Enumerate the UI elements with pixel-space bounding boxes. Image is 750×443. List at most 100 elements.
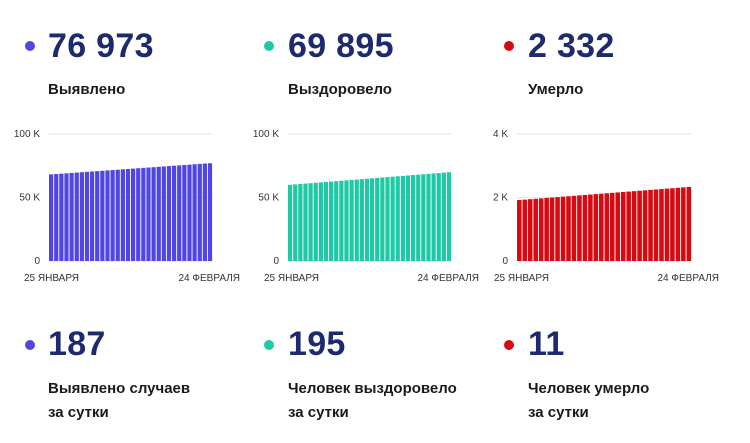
deaths-bar	[599, 193, 604, 261]
deaths-bar	[659, 189, 664, 261]
deaths-bar	[653, 189, 659, 261]
deaths-bar	[642, 190, 648, 261]
confirmed-bar	[197, 163, 202, 261]
confirmed-y-tick-label: 100 K	[14, 129, 40, 140]
deaths-bar	[675, 187, 681, 261]
deaths-bar	[527, 199, 533, 261]
recovered-bar	[339, 180, 344, 261]
deaths-bar	[686, 186, 692, 261]
deaths-bar	[615, 192, 621, 261]
confirmed-bar	[79, 172, 84, 261]
deaths-bar	[577, 195, 582, 261]
recovered-total: 69 895	[288, 27, 394, 65]
confirmed-bar	[141, 167, 146, 261]
confirmed-bar	[125, 168, 131, 261]
confirmed-bar	[146, 167, 151, 261]
recovered-bar	[390, 176, 395, 261]
confirmed-bar	[182, 165, 187, 261]
deaths-bar	[626, 191, 631, 261]
recovered-bar	[288, 184, 293, 261]
confirmed-bar	[187, 164, 192, 261]
deaths-daily-label-line1: Человек умерло	[528, 380, 650, 397]
deaths-bar	[637, 190, 642, 261]
recovered-y-tick-label: 0	[273, 256, 279, 267]
confirmed-bar	[177, 165, 182, 261]
deaths-bar	[555, 197, 560, 261]
confirmed-bar	[69, 172, 74, 261]
confirmed-bar	[115, 169, 120, 261]
deaths-daily-dot	[504, 340, 514, 350]
deaths-bar	[571, 195, 577, 261]
confirmed-daily-value: 187	[48, 325, 106, 363]
recovered-daily-value: 195	[288, 325, 346, 363]
confirmed-bar	[166, 166, 172, 261]
recovered-daily-label-line2: за сутки	[288, 404, 349, 421]
recovered-bar	[359, 179, 364, 261]
confirmed-total: 76 973	[48, 27, 154, 65]
deaths-y-tick-label: 2 K	[493, 193, 508, 204]
recovered-bar	[416, 174, 421, 261]
confirmed-bar	[192, 164, 197, 261]
recovered-x-end-label: 24 ФЕВРАЛЯ	[417, 273, 479, 284]
recovered-bar	[334, 181, 339, 261]
deaths-dot	[504, 41, 514, 51]
recovered-daily-label-line1: Человек выздоровело	[288, 380, 457, 397]
recovered-bar	[364, 178, 370, 261]
recovered-dot	[264, 41, 274, 51]
confirmed-daily-dot	[25, 340, 35, 350]
confirmed-bar	[105, 170, 110, 261]
recovered-bar	[431, 173, 436, 261]
confirmed-bar	[100, 170, 105, 261]
deaths-bar	[517, 200, 522, 261]
confirmed-daily-label-line2: за сутки	[48, 404, 109, 421]
deaths-y-tick-label: 4 K	[493, 129, 508, 140]
deaths-bar	[604, 193, 610, 261]
deaths-bar	[588, 194, 593, 261]
confirmed-bar	[120, 169, 125, 261]
deaths-bar	[560, 196, 566, 261]
confirmed-bar	[151, 167, 156, 261]
recovered-bar	[400, 175, 405, 261]
confirmed-bar	[74, 172, 79, 261]
confirmed-bar	[49, 174, 54, 261]
confirmed-dot	[25, 41, 35, 51]
confirmed-x-start-label: 25 ЯНВАРЯ	[24, 273, 79, 284]
recovered-bar	[385, 177, 390, 261]
recovered-bar	[380, 177, 385, 261]
recovered-chart: 0 50 K 100 K 25 ЯНВАРЯ 24 ФЕВРАЛЯ	[253, 129, 479, 284]
confirmed-bar	[54, 174, 59, 261]
deaths-bar	[631, 191, 637, 261]
recovered-bar	[354, 179, 359, 261]
deaths-bar	[670, 188, 675, 261]
deaths-bar	[538, 198, 544, 261]
confirmed-y-tick-label: 0	[34, 256, 40, 267]
confirmed-bar	[136, 168, 141, 261]
confirmed-bar	[207, 163, 213, 261]
recovered-bar	[405, 175, 411, 261]
recovered-bar	[298, 183, 303, 261]
confirmed-x-end-label: 24 ФЕВРАЛЯ	[178, 273, 240, 284]
confirmed-label: Выявлено	[48, 81, 126, 98]
confirmed-bar	[156, 166, 161, 261]
confirmed-chart: 0 50 K 100 K 25 ЯНВАРЯ 24 ФЕВРАЛЯ	[14, 129, 240, 284]
recovered-bar	[293, 184, 298, 261]
deaths-bar	[566, 196, 571, 261]
confirmed-daily-label-line1: Выявлено случаев	[48, 380, 191, 397]
recovered-bar	[344, 180, 349, 261]
confirmed-bar	[59, 173, 64, 261]
recovered-bar	[370, 178, 375, 261]
confirmed-bar	[110, 170, 115, 261]
deaths-bar	[544, 197, 549, 261]
recovered-y-tick-label: 50 K	[258, 193, 279, 204]
recovered-bar	[446, 172, 452, 261]
recovered-bar	[308, 183, 313, 261]
deaths-label: Умерло	[528, 81, 584, 98]
recovered-bar	[395, 176, 400, 261]
recovered-bar	[436, 173, 441, 261]
deaths-bar	[609, 192, 615, 261]
recovered-bar	[421, 174, 426, 261]
recovered-x-start-label: 25 ЯНВАРЯ	[264, 273, 319, 284]
deaths-daily-label-line2: за сутки	[528, 404, 589, 421]
recovered-bar	[426, 173, 431, 261]
deaths-x-end-label: 24 ФЕВРАЛЯ	[657, 273, 719, 284]
